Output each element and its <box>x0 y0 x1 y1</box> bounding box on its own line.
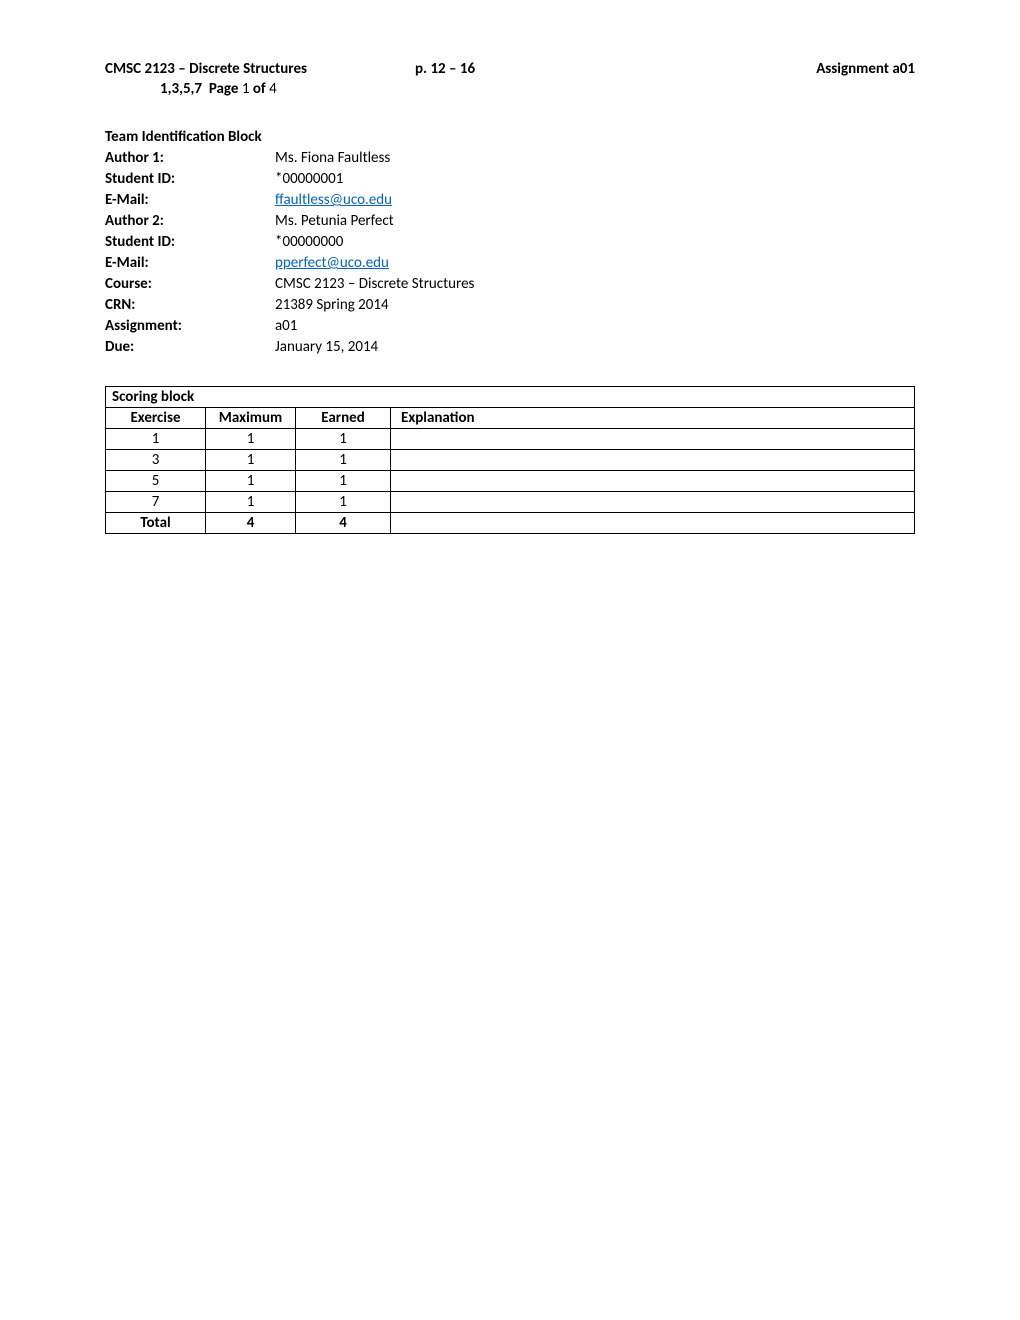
email-link[interactable]: ffaultless@uco.edu <box>275 191 392 209</box>
team-info-value: Ms. Petunia Perfect <box>275 211 915 232</box>
header-course-title: CMSC 2123 – Discrete Structures <box>105 60 355 78</box>
total-explanation <box>391 513 915 534</box>
total-maximum: 4 <box>206 513 296 534</box>
page-current: 1 <box>242 80 250 98</box>
exercise-cell: 7 <box>106 492 206 513</box>
team-info-row: Author 2:Ms. Petunia Perfect <box>105 211 915 232</box>
team-info-label: Author 1: <box>105 148 275 169</box>
scoring-data-row: 111 <box>106 429 915 450</box>
team-info-value: pperfect@uco.edu <box>275 253 915 274</box>
header-page-range: p. 12 – 16 <box>355 60 665 78</box>
team-info-value: ffaultless@uco.edu <box>275 190 915 211</box>
team-info-label: Author 2: <box>105 211 275 232</box>
col-header-maximum: Maximum <box>206 408 296 429</box>
page-header: CMSC 2123 – Discrete Structures p. 12 – … <box>105 60 915 78</box>
earned-cell: 1 <box>296 429 391 450</box>
explanation-cell <box>391 471 915 492</box>
page-total: 4 <box>269 80 277 98</box>
scoring-header-row: Exercise Maximum Earned Explanation <box>106 408 915 429</box>
team-info-label: Assignment: <box>105 316 275 337</box>
team-info-value: a01 <box>275 316 915 337</box>
total-earned: 4 <box>296 513 391 534</box>
scoring-data-row: 711 <box>106 492 915 513</box>
explanation-cell <box>391 429 915 450</box>
scoring-total-row: Total 4 4 <box>106 513 915 534</box>
team-info-value: *00000001 <box>275 169 915 190</box>
team-info-label: E-Mail: <box>105 190 275 211</box>
maximum-cell: 1 <box>206 471 296 492</box>
exercise-cell: 1 <box>106 429 206 450</box>
subheader-exercises: 1,3,5,7 <box>160 80 202 98</box>
team-info-row: Student ID:*00000001 <box>105 169 915 190</box>
team-info-row: Student ID:*00000000 <box>105 232 915 253</box>
team-info-label: E-Mail: <box>105 253 275 274</box>
page-subheader: 1,3,5,7 Page 1 of 4 <box>105 80 915 98</box>
total-label: Total <box>106 513 206 534</box>
scoring-title-row: Scoring block <box>106 387 915 408</box>
team-info-label: Student ID: <box>105 169 275 190</box>
page-label: Page <box>209 80 239 98</box>
team-info-row: Course:CMSC 2123 – Discrete Structures <box>105 274 915 295</box>
col-header-exercise: Exercise <box>106 408 206 429</box>
col-header-earned: Earned <box>296 408 391 429</box>
team-info-value: *00000000 <box>275 232 915 253</box>
scoring-data-row: 311 <box>106 450 915 471</box>
maximum-cell: 1 <box>206 450 296 471</box>
scoring-block-title: Scoring block <box>106 387 915 408</box>
explanation-cell <box>391 492 915 513</box>
exercise-cell: 5 <box>106 471 206 492</box>
team-info-label: Student ID: <box>105 232 275 253</box>
team-info-row: Author 1:Ms. Fiona Faultless <box>105 148 915 169</box>
earned-cell: 1 <box>296 471 391 492</box>
team-info-row: E-Mail:ffaultless@uco.edu <box>105 190 915 211</box>
team-info-value: 21389 Spring 2014 <box>275 295 915 316</box>
team-info-value: Ms. Fiona Faultless <box>275 148 915 169</box>
header-assignment: Assignment a01 <box>665 60 915 78</box>
col-header-explanation: Explanation <box>391 408 915 429</box>
team-block-title: Team Identification Block <box>105 128 915 146</box>
team-info-label: CRN: <box>105 295 275 316</box>
scoring-table: Scoring block Exercise Maximum Earned Ex… <box>105 386 915 534</box>
scoring-data-row: 511 <box>106 471 915 492</box>
maximum-cell: 1 <box>206 492 296 513</box>
team-identification-block: Team Identification Block Author 1:Ms. F… <box>105 128 915 358</box>
exercise-cell: 3 <box>106 450 206 471</box>
earned-cell: 1 <box>296 492 391 513</box>
page-of: of <box>253 80 266 98</box>
team-info-value: January 15, 2014 <box>275 337 915 358</box>
team-info-label: Course: <box>105 274 275 295</box>
team-info-row: E-Mail:pperfect@uco.edu <box>105 253 915 274</box>
earned-cell: 1 <box>296 450 391 471</box>
maximum-cell: 1 <box>206 429 296 450</box>
email-link[interactable]: pperfect@uco.edu <box>275 254 389 272</box>
explanation-cell <box>391 450 915 471</box>
team-info-row: CRN:21389 Spring 2014 <box>105 295 915 316</box>
team-info-row: Assignment:a01 <box>105 316 915 337</box>
team-info-label: Due: <box>105 337 275 358</box>
team-info-value: CMSC 2123 – Discrete Structures <box>275 274 915 295</box>
team-info-row: Due:January 15, 2014 <box>105 337 915 358</box>
